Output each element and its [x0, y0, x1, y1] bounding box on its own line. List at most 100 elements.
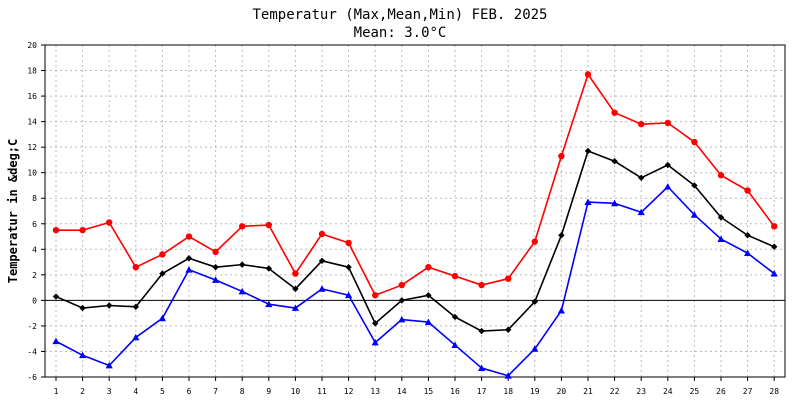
data-point [159, 251, 166, 258]
x-tick-label: 28 [769, 387, 779, 396]
x-tick-label: 22 [610, 387, 620, 396]
series-2 [52, 147, 778, 335]
plot-frame [44, 44, 786, 378]
x-tick-label: 8 [240, 387, 245, 396]
data-point [451, 272, 459, 280]
data-point [424, 318, 432, 325]
data-point [79, 226, 86, 234]
data-point [638, 120, 645, 128]
x-tick-label: 21 [583, 387, 593, 396]
y-tick-label: 16 [27, 92, 37, 101]
x-tick-label: 10 [291, 387, 301, 396]
x-tick-label: 12 [344, 387, 354, 396]
data-point [451, 341, 459, 348]
data-point [478, 364, 486, 371]
data-point [531, 238, 538, 245]
data-point [239, 261, 246, 268]
x-tick-label: 11 [317, 387, 327, 396]
data-point [637, 208, 645, 216]
data-point [265, 265, 272, 272]
data-point [212, 263, 219, 271]
data-point [664, 183, 672, 190]
data-point [691, 138, 698, 146]
data-point [292, 270, 299, 277]
x-tick-label: 6 [187, 387, 192, 396]
data-point [52, 293, 60, 300]
data-point [531, 298, 538, 305]
data-point [371, 338, 379, 346]
data-point [398, 281, 405, 289]
data-point [239, 223, 246, 230]
data-point [132, 303, 139, 310]
y-tick-label: 20 [27, 41, 37, 50]
chart-title: Temperatur (Max,Mean,Min) FEB. 2025 [252, 7, 547, 23]
data-point [318, 285, 326, 292]
data-point [771, 243, 778, 250]
series-line [55, 150, 775, 332]
series-line [55, 185, 775, 377]
data-point [744, 232, 751, 239]
x-tick-label: 7 [213, 387, 218, 396]
x-tick-label: 20 [557, 387, 567, 396]
data-point [717, 172, 725, 179]
x-tick-label: 24 [663, 387, 673, 396]
data-point [558, 152, 565, 160]
data-point [584, 198, 592, 205]
y-tick-label: 6 [32, 220, 37, 229]
y-tick-label: 10 [27, 169, 37, 178]
data-point [106, 302, 113, 309]
x-tick-label: 3 [107, 387, 112, 396]
data-point [185, 266, 193, 273]
data-point [717, 235, 725, 242]
data-point [52, 337, 60, 345]
y-tick-label: 2 [32, 271, 37, 280]
x-tick-label: 25 [690, 387, 700, 396]
data-point [158, 314, 166, 322]
data-point [425, 263, 432, 271]
data-point [611, 199, 619, 207]
data-point [531, 345, 539, 352]
data-point [52, 226, 60, 234]
x-tick-label: 14 [397, 387, 407, 396]
y-tick-label: 18 [27, 67, 37, 76]
data-point [478, 281, 485, 289]
data-point [771, 223, 778, 230]
x-tick-label: 2 [80, 387, 85, 396]
x-tick-label: 27 [743, 387, 753, 396]
data-point [557, 307, 565, 314]
data-point [106, 219, 113, 226]
data-point [372, 320, 379, 327]
data-point [185, 255, 193, 262]
data-point [744, 249, 752, 257]
y-tick-label: 4 [32, 245, 37, 254]
data-point [345, 291, 353, 299]
series-3 [52, 183, 778, 379]
data-point [505, 275, 512, 282]
data-point [238, 287, 246, 295]
x-tick-label: 26 [716, 387, 726, 396]
y-axis-label: Temperatur in &deg;C [6, 139, 20, 284]
data-point [478, 327, 485, 335]
data-point [717, 214, 725, 221]
data-point [79, 304, 86, 312]
data-point [505, 326, 512, 333]
data-point [664, 161, 671, 169]
x-tick-label: 1 [54, 387, 59, 396]
data-point [770, 269, 778, 277]
x-tick-label: 5 [160, 387, 165, 396]
data-point [291, 304, 299, 311]
data-point [504, 372, 512, 379]
x-tick-label: 17 [477, 387, 487, 396]
data-point [318, 230, 326, 238]
x-tick-label: 19 [530, 387, 540, 396]
x-tick-label: 9 [266, 387, 271, 396]
x-tick-label: 15 [424, 387, 434, 396]
data-point [664, 119, 671, 127]
y-tick-label: 8 [32, 194, 37, 203]
data-point [132, 333, 140, 341]
series-line [56, 73, 775, 297]
data-point [132, 263, 139, 271]
